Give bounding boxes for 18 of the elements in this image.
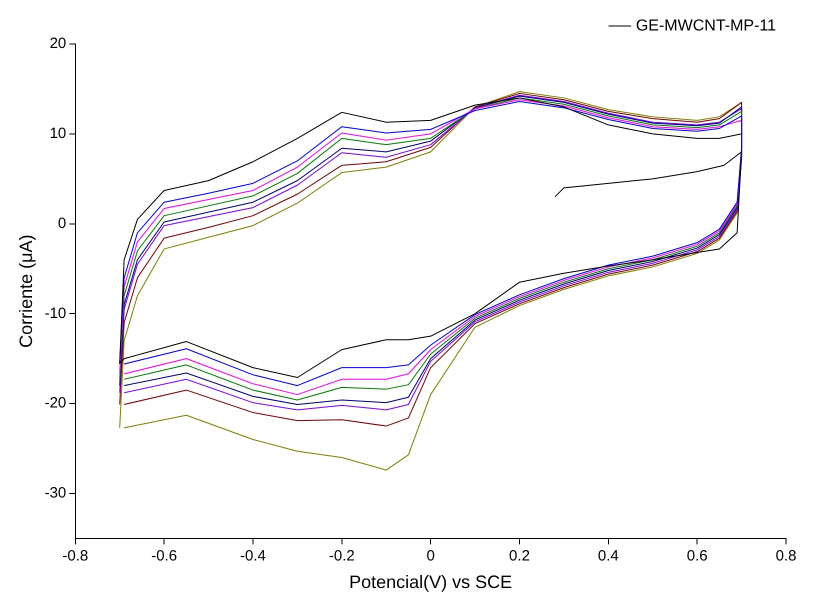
y-tick-label: 20 (50, 35, 66, 52)
x-tick-label: 0.2 (509, 548, 530, 565)
x-tick-label: -0.4 (240, 548, 266, 565)
y-tick-label: -10 (44, 304, 66, 322)
x-tick-label: -0.6 (151, 548, 178, 565)
y-tick-label: -30 (44, 484, 66, 502)
y-tick-label: 0 (58, 214, 66, 232)
x-tick-label: 0.8 (776, 548, 796, 565)
x-tick-label: -0.2 (328, 548, 355, 565)
x-tick-label: 0.6 (686, 548, 708, 565)
x-tick-label: 0 (426, 548, 435, 565)
x-axis-title: Potencial(V) vs SCE (349, 572, 512, 592)
x-tick-label: -0.8 (62, 548, 88, 565)
legend-label: GE-MWCNT-MP-11 (636, 17, 776, 34)
y-tick-label: -20 (44, 394, 66, 412)
y-tick-label: 10 (50, 125, 66, 142)
y-axis-title: Corriente (μA) (16, 234, 36, 348)
x-tick-label: 0.4 (598, 548, 619, 565)
